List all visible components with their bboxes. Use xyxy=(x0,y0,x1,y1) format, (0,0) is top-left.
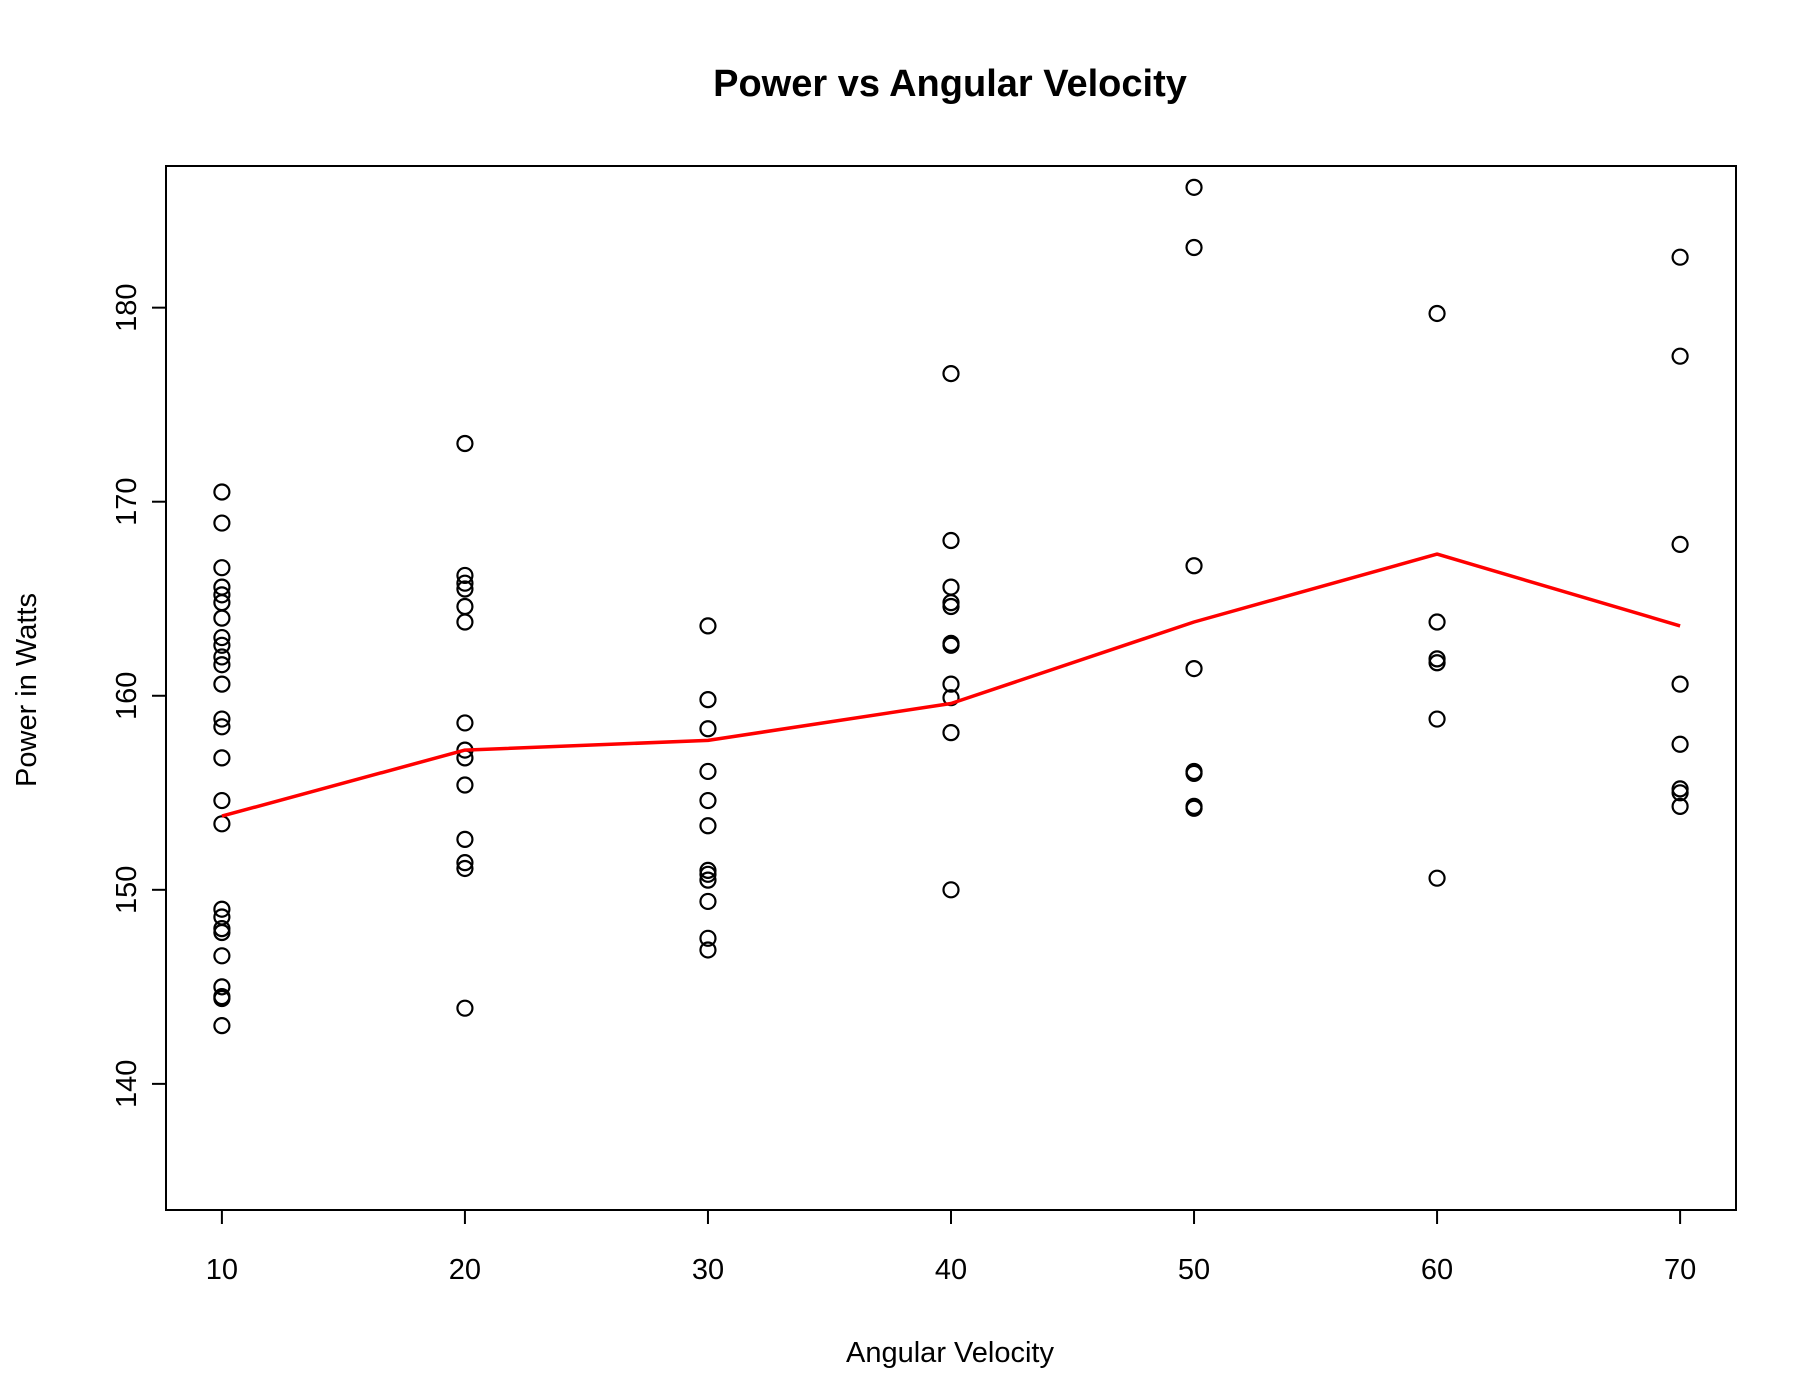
data-point xyxy=(1428,869,1446,887)
data-point xyxy=(942,365,960,383)
x-tick-label: 20 xyxy=(449,1254,481,1286)
y-tick-label: 140 xyxy=(111,1060,143,1108)
x-tick-label: 40 xyxy=(935,1254,967,1286)
data-point xyxy=(1185,764,1203,782)
data-point xyxy=(213,978,231,996)
x-tick-label: 70 xyxy=(1664,1254,1696,1286)
data-point xyxy=(699,871,717,889)
data-point xyxy=(213,483,231,501)
x-axis: 10 20 30 40 50 60 70 xyxy=(206,1209,1696,1286)
data-point xyxy=(699,865,717,883)
data-point xyxy=(213,791,231,810)
data-point xyxy=(213,656,231,674)
data-point xyxy=(456,566,474,585)
data-point xyxy=(942,724,960,742)
y-tick-label: 160 xyxy=(111,672,143,720)
data-point xyxy=(456,613,474,631)
y-tick-label: 170 xyxy=(111,478,143,526)
data-point xyxy=(699,817,717,835)
data-point xyxy=(942,881,960,899)
plot-area-frame xyxy=(165,165,1737,1211)
data-point xyxy=(942,578,960,596)
data-point xyxy=(1428,613,1446,631)
y-axis: 140 150 160 170 180 xyxy=(111,283,167,1108)
data-point xyxy=(213,989,231,1008)
data-point xyxy=(456,574,474,592)
data-point xyxy=(699,941,717,959)
data-point xyxy=(1185,178,1203,196)
data-point xyxy=(699,929,717,947)
x-tick-label: 60 xyxy=(1421,1254,1453,1286)
data-point xyxy=(1671,735,1689,753)
y-tick-label: 180 xyxy=(111,283,143,331)
data-point xyxy=(456,854,474,872)
data-point xyxy=(456,999,474,1017)
data-point xyxy=(699,892,717,911)
y-tick-label: 150 xyxy=(111,866,143,914)
x-axis-label: Angular Velocity xyxy=(846,1337,1054,1369)
data-point xyxy=(213,628,231,647)
data-point xyxy=(456,434,474,453)
data-point xyxy=(213,636,231,654)
data-point xyxy=(213,947,231,965)
data-point xyxy=(699,791,717,810)
data-point xyxy=(1671,347,1689,365)
data-point xyxy=(213,1017,231,1035)
data-point xyxy=(213,609,231,627)
data-point xyxy=(1671,797,1689,815)
data-point xyxy=(942,636,960,654)
trend-line-layer xyxy=(221,552,1681,818)
data-point xyxy=(213,559,231,577)
data-point xyxy=(213,923,231,942)
data-point xyxy=(942,531,960,550)
data-point xyxy=(456,830,474,848)
data-point xyxy=(213,648,231,666)
data-point xyxy=(213,710,231,728)
x-tick-label: 10 xyxy=(206,1254,238,1286)
data-point xyxy=(1671,784,1689,802)
x-tick-label: 30 xyxy=(692,1254,724,1286)
data-point xyxy=(213,815,231,833)
data-point xyxy=(456,714,474,732)
data-point xyxy=(1671,535,1689,554)
data-point xyxy=(1671,675,1689,693)
data-point xyxy=(1428,654,1446,672)
data-points xyxy=(213,178,1689,1035)
data-point xyxy=(699,762,717,781)
data-point xyxy=(213,675,231,693)
data-point xyxy=(942,675,960,693)
data-point xyxy=(456,776,474,794)
data-point xyxy=(456,859,474,878)
data-point xyxy=(942,597,960,616)
data-point xyxy=(1185,799,1203,817)
y-axis-label: Power in Watts xyxy=(11,593,43,787)
data-point xyxy=(699,691,717,709)
data-point xyxy=(456,580,474,598)
data-point xyxy=(699,617,717,635)
data-point xyxy=(1185,238,1203,257)
data-point xyxy=(1428,304,1446,323)
data-point xyxy=(1185,557,1203,575)
data-point xyxy=(213,514,231,532)
data-point xyxy=(1671,248,1689,266)
data-point xyxy=(213,749,231,767)
data-point xyxy=(213,900,231,918)
trend-line xyxy=(221,552,1681,818)
data-point xyxy=(213,586,231,604)
data-point xyxy=(213,718,231,736)
data-point xyxy=(456,597,474,616)
data-point xyxy=(1428,710,1446,728)
chart-title: Power vs Angular Velocity xyxy=(713,63,1187,105)
x-tick-label: 50 xyxy=(1178,1254,1210,1286)
data-point xyxy=(1185,659,1203,678)
data-point xyxy=(699,720,717,738)
